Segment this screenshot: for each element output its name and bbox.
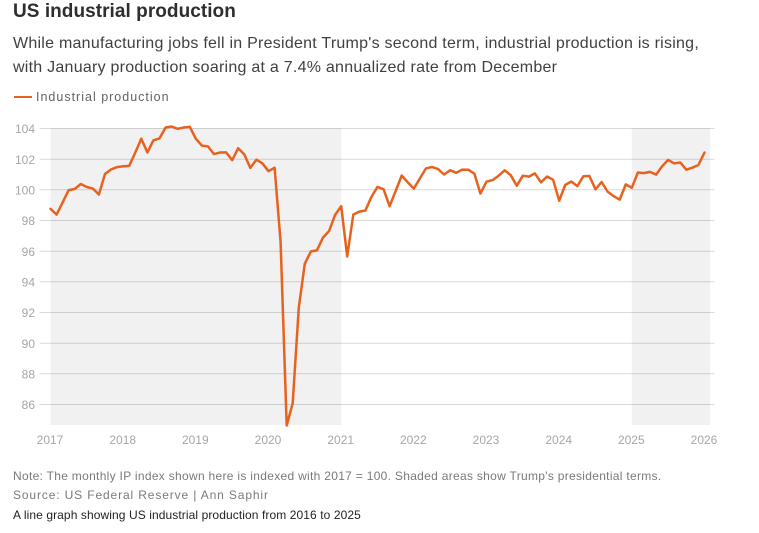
svg-text:98: 98 [22,214,36,228]
svg-text:86: 86 [22,398,36,412]
svg-text:2021: 2021 [327,433,354,447]
svg-text:94: 94 [22,276,36,290]
svg-text:104: 104 [15,122,35,136]
svg-text:102: 102 [15,153,35,167]
svg-text:96: 96 [22,245,36,259]
svg-text:100: 100 [15,184,35,198]
svg-text:2020: 2020 [255,433,282,447]
svg-text:2022: 2022 [400,433,427,447]
svg-text:92: 92 [22,306,36,320]
svg-text:2023: 2023 [473,433,500,447]
svg-text:88: 88 [22,368,36,382]
svg-text:2024: 2024 [545,433,572,447]
svg-text:2025: 2025 [618,433,645,447]
svg-text:2017: 2017 [37,433,64,447]
svg-text:2026: 2026 [691,433,718,447]
svg-text:2018: 2018 [109,433,136,447]
svg-text:90: 90 [22,337,36,351]
svg-text:2019: 2019 [182,433,209,447]
